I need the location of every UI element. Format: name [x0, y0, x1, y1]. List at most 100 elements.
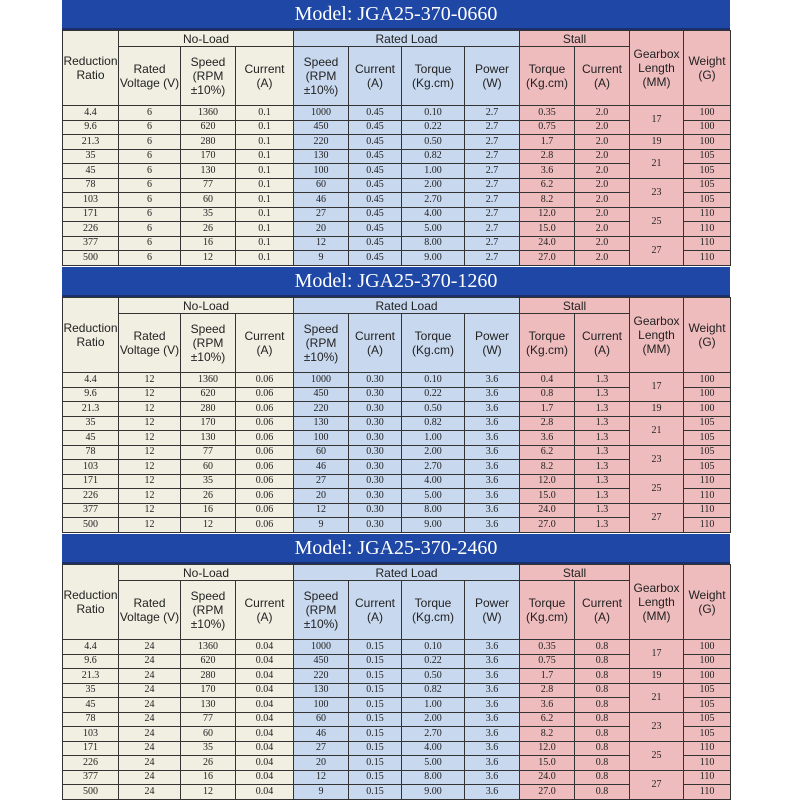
cell-noload-current: 0.1 — [234, 192, 295, 208]
cell-rated-voltage: 6 — [118, 206, 181, 222]
cell-stall-current: 1.3 — [574, 488, 631, 504]
table-row: 171 12 35 0.06 27 0.30 4.00 3.6 12.0 1.3 25 110 — [62, 473, 732, 504]
header-gearbox-length: Gearbox Length (MM) — [629, 30, 685, 106]
cell-noload-current: 0.04 — [234, 682, 295, 698]
cell-rated-speed: 450 — [293, 386, 350, 402]
cell-weight: 100 — [683, 372, 732, 388]
cell-rated-current: 0.15 — [348, 639, 403, 655]
cell-noload-current: 0.04 — [234, 784, 295, 800]
cell-rated-speed: 60 — [293, 711, 350, 727]
header-rated-load: Rated Load — [293, 297, 521, 314]
cell-rated-speed: 20 — [293, 221, 350, 237]
cell-rated-current: 0.15 — [348, 668, 403, 684]
cell-rated-torque: 9.00 — [401, 250, 466, 266]
cell-rated-speed: 1000 — [293, 372, 350, 388]
cell-rated-current: 0.30 — [348, 502, 403, 518]
cell-noload-current: 0.04 — [234, 639, 295, 655]
cell-rated-torque: 2.00 — [401, 177, 466, 193]
table-row: 78 24 77 0.04 60 0.15 2.00 3.6 6.2 0.8 23 105 — [62, 711, 732, 742]
cell-rated-voltage: 12 — [118, 386, 181, 402]
cell-reduction-ratio: 500 — [62, 784, 119, 800]
cell-stall-torque: 3.6 — [519, 430, 576, 446]
cell-noload-current: 0.1 — [234, 163, 295, 179]
header-no-load: No-Load — [117, 297, 295, 314]
cell-stall-torque: 27.0 — [519, 250, 576, 266]
header-rated-torque: Torque (Kg.cm) — [401, 580, 466, 640]
cell-noload-speed: 16 — [180, 235, 236, 251]
cell-stall-current: 2.0 — [574, 192, 631, 208]
cell-weight: 110 — [683, 206, 732, 222]
cell-noload-current: 0.1 — [234, 148, 295, 164]
cell-rated-torque: 9.00 — [401, 784, 466, 800]
cell-rated-current: 0.30 — [348, 473, 403, 489]
cell-stall-torque: 0.75 — [519, 119, 576, 135]
cell-noload-current: 0.1 — [234, 206, 295, 222]
cell-rated-power: 3.6 — [464, 668, 521, 684]
cell-rated-speed: 12 — [293, 769, 350, 785]
header-row-columns: Rated Voltage (V) Speed (RPM ±10%) Current… — [63, 580, 731, 640]
cell-rated-speed: 20 — [293, 755, 350, 771]
model-table-block: Model: JGA25-370-0660 Reduction Ratio No-L… — [62, 0, 732, 267]
cell-reduction-ratio: 377 — [62, 769, 119, 785]
cell-rated-torque: 2.70 — [401, 726, 466, 742]
cell-weight: 110 — [683, 488, 732, 504]
header-stall-torque: Torque (Kg.cm) — [519, 46, 576, 106]
cell-rated-current: 0.45 — [348, 206, 403, 222]
header-row-groups: Reduction Ratio No-Load Rated Load Stall Gea… — [62, 30, 732, 106]
cell-rated-torque: 4.00 — [401, 206, 466, 222]
cell-noload-speed: 130 — [180, 163, 236, 179]
table-row: 226 24 26 0.04 20 0.15 5.00 3.6 15.0 0.8 110 — [62, 755, 732, 771]
cell-noload-current: 0.1 — [234, 177, 295, 193]
table-row: 171 6 35 0.1 27 0.45 4.00 2.7 12.0 2.0 25 110 — [62, 206, 732, 237]
cell-reduction-ratio: 21.3 — [62, 134, 119, 150]
cell-noload-speed: 620 — [180, 653, 236, 669]
table-row: 78 12 77 0.06 60 0.30 2.00 3.6 6.2 1.3 23 105 — [62, 444, 732, 475]
cell-weight: 105 — [683, 711, 732, 727]
cell-weight: 110 — [683, 250, 732, 266]
cell-noload-speed: 12 — [180, 784, 236, 800]
header-rated-load: Rated Load — [293, 30, 521, 47]
header-noload-speed: Speed (RPM ±10%) — [180, 580, 236, 640]
cell-rated-torque: 9.00 — [401, 517, 466, 533]
cell-rated-voltage: 24 — [118, 769, 181, 785]
cell-weight: 105 — [683, 726, 732, 742]
cell-rated-voltage: 12 — [118, 459, 181, 475]
cell-weight: 110 — [683, 517, 732, 533]
header-rated-torque: Torque (Kg.cm) — [401, 46, 466, 106]
model-name: JGA25-370-1260 — [357, 270, 498, 292]
table-row: 78 6 77 0.1 60 0.45 2.00 2.7 6.2 2.0 23 105 — [62, 177, 732, 208]
cell-stall-current: 0.8 — [574, 784, 631, 800]
header-row-columns: Rated Voltage (V) Speed (RPM ±10%) Current… — [63, 46, 731, 106]
header-rated-speed: Speed (RPM ±10%) — [293, 313, 350, 373]
cell-stall-current: 0.8 — [574, 755, 631, 771]
cell-rated-speed: 100 — [293, 163, 350, 179]
cell-noload-current: 0.04 — [234, 653, 295, 669]
cell-stall-current: 2.0 — [574, 163, 631, 179]
header-stall-current: Current (A) — [574, 313, 631, 373]
cell-stall-torque: 0.35 — [519, 105, 576, 121]
cell-noload-current: 0.06 — [234, 517, 295, 533]
cell-gearbox-length: 27 — [629, 769, 685, 800]
cell-rated-power: 3.6 — [464, 473, 521, 489]
cell-stall-current: 0.8 — [574, 653, 631, 669]
cell-noload-current: 0.06 — [234, 386, 295, 402]
cell-rated-speed: 450 — [293, 119, 350, 135]
cell-noload-speed: 16 — [180, 502, 236, 518]
cell-stall-current: 2.0 — [574, 250, 631, 266]
cell-noload-speed: 280 — [180, 668, 236, 684]
header-rated-speed: Speed (RPM ±10%) — [293, 580, 350, 640]
cell-weight: 100 — [683, 386, 732, 402]
header-no-load: No-Load — [117, 564, 295, 581]
cell-rated-current: 0.15 — [348, 784, 403, 800]
table-row: 377 6 16 0.1 12 0.45 8.00 2.7 24.0 2.0 27 110 — [62, 235, 732, 266]
cell-rated-current: 0.30 — [348, 459, 403, 475]
cell-weight: 100 — [683, 639, 732, 655]
cell-rated-current: 0.30 — [348, 444, 403, 460]
cell-stall-torque: 15.0 — [519, 221, 576, 237]
cell-rated-power: 2.7 — [464, 250, 521, 266]
cell-rated-speed: 450 — [293, 653, 350, 669]
cell-reduction-ratio: 500 — [62, 517, 119, 533]
cell-rated-current: 0.45 — [348, 235, 403, 251]
cell-rated-current: 0.45 — [348, 119, 403, 135]
cell-rated-torque: 0.50 — [401, 134, 466, 150]
